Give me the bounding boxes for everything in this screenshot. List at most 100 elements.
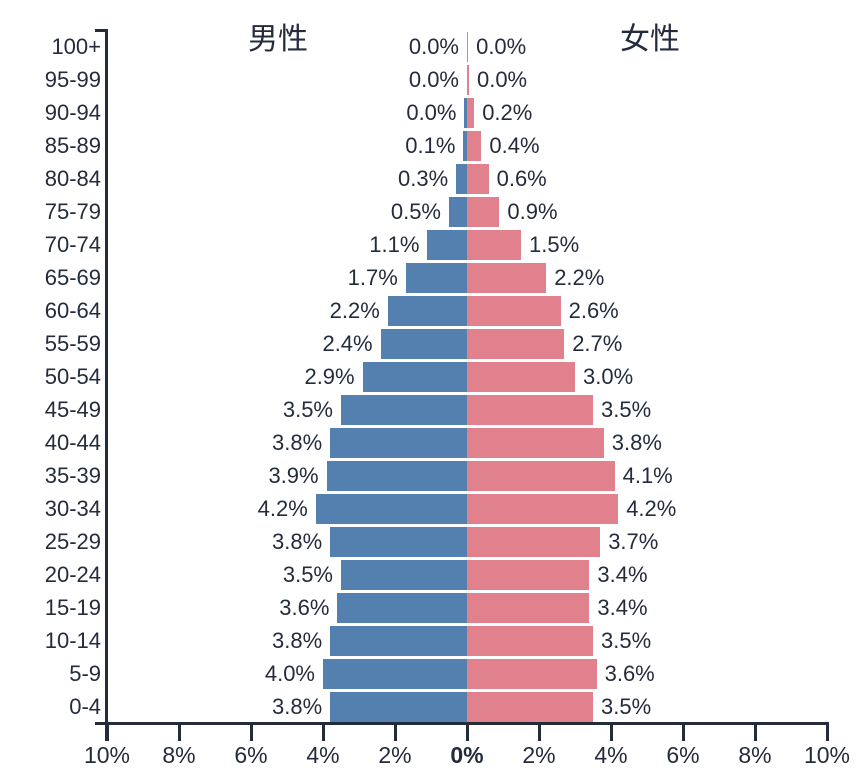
age-group-label: 35-39	[44, 462, 101, 488]
x-axis-tick-label: 2%	[378, 742, 412, 768]
female-value-label: 4.1%	[622, 462, 673, 488]
female-value-label: 3.5%	[601, 693, 652, 719]
female-bar	[467, 427, 604, 458]
female-bar	[467, 64, 469, 95]
female-value-label: 3.6%	[604, 660, 655, 686]
age-group-label: 25-29	[44, 528, 101, 554]
x-axis-tick	[825, 721, 829, 741]
female-value-label: 2.2%	[554, 264, 605, 290]
male-value-label: 0.0%	[406, 99, 457, 125]
age-group-label: 55-59	[44, 330, 101, 356]
age-group-label: 40-44	[44, 429, 101, 455]
male-value-label: 0.0%	[408, 66, 459, 92]
x-axis-tick-label: 0%	[450, 742, 484, 768]
male-bar	[405, 262, 467, 293]
male-value-label: 2.4%	[322, 330, 373, 356]
male-value-label: 0.0%	[408, 33, 459, 59]
x-axis-tick-label: 8%	[162, 742, 196, 768]
male-bar	[341, 394, 467, 425]
female-bar	[467, 658, 597, 689]
male-bar	[330, 526, 467, 557]
age-group-label: 10-14	[44, 627, 101, 653]
male-value-label: 3.8%	[272, 429, 323, 455]
male-bar	[341, 559, 467, 590]
male-bar	[427, 229, 467, 260]
female-bar	[467, 31, 469, 62]
female-bar	[467, 394, 593, 425]
male-bar	[387, 295, 467, 326]
male-value-label: 0.3%	[398, 165, 449, 191]
x-axis-tick-label: 6%	[234, 742, 268, 768]
age-group-label: 50-54	[44, 363, 101, 389]
age-group-label: 20-24	[44, 561, 101, 587]
female-value-label: 2.6%	[568, 297, 619, 323]
age-group-label: 70-74	[44, 231, 101, 257]
female-bar	[467, 229, 521, 260]
male-value-label: 4.2%	[257, 495, 308, 521]
female-value-label: 3.8%	[611, 429, 662, 455]
female-title: 女性	[620, 23, 680, 56]
male-value-label: 1.7%	[347, 264, 398, 290]
x-axis-tick-label: 10%	[83, 742, 131, 768]
x-axis-tick	[393, 721, 397, 741]
age-group-label: 65-69	[44, 264, 101, 290]
male-value-label: 3.5%	[282, 396, 333, 422]
x-axis-tick-label: 8%	[738, 742, 772, 768]
age-group-label: 75-79	[44, 198, 101, 224]
male-value-label: 2.2%	[329, 297, 380, 323]
x-axis-tick	[753, 721, 757, 741]
female-bar	[467, 196, 500, 227]
male-bar	[330, 625, 467, 656]
male-bar	[330, 691, 467, 722]
age-group-label: 80-84	[44, 165, 101, 191]
female-value-label: 0.0%	[476, 66, 528, 92]
x-axis-tick-label: 6%	[666, 742, 700, 768]
x-axis-tick-label: 4%	[306, 742, 340, 768]
male-bar	[362, 361, 467, 392]
female-value-label: 4.2%	[626, 495, 677, 521]
x-axis-tick	[537, 721, 541, 741]
age-group-label: 90-94	[44, 99, 101, 125]
female-value-label: 3.4%	[597, 594, 648, 620]
x-axis-tick	[249, 721, 253, 741]
age-group-label: 5-9	[69, 660, 101, 686]
female-bar	[467, 361, 575, 392]
x-axis-tick-label: 2%	[522, 742, 556, 768]
female-value-label: 3.5%	[601, 396, 652, 422]
female-bar	[467, 625, 593, 656]
age-group-label: 45-49	[44, 396, 101, 422]
female-bar	[467, 493, 619, 524]
female-value-label: 0.2%	[482, 99, 533, 125]
male-value-label: 1.1%	[369, 231, 420, 257]
female-bar	[467, 130, 482, 161]
age-group-label: 60-64	[44, 297, 101, 323]
male-bar	[323, 658, 467, 689]
female-value-label: 1.5%	[529, 231, 580, 257]
x-axis-tick	[177, 721, 181, 741]
x-axis-line	[95, 721, 829, 725]
female-value-label: 3.0%	[583, 363, 634, 389]
male-value-label: 3.8%	[272, 528, 323, 554]
y-axis-top-cap	[95, 28, 108, 32]
male-value-label: 0.1%	[405, 132, 456, 158]
x-axis-tick	[105, 721, 109, 741]
female-bar	[467, 460, 615, 491]
male-title: 男性	[248, 23, 308, 56]
age-group-label: 100+	[51, 33, 101, 59]
female-bar	[467, 328, 565, 359]
x-axis-tick	[681, 721, 685, 741]
female-value-label: 0.4%	[489, 132, 540, 158]
x-axis-tick-label: 10%	[803, 742, 851, 768]
x-axis-tick-label: 4%	[594, 742, 628, 768]
female-bar	[467, 691, 593, 722]
male-bar	[380, 328, 467, 359]
male-bar	[326, 460, 467, 491]
female-bar	[467, 592, 590, 623]
age-group-label: 0-4	[69, 693, 101, 719]
x-axis-tick	[321, 721, 325, 741]
male-bar	[330, 427, 467, 458]
female-value-label: 0.0%	[476, 33, 527, 59]
male-bar	[464, 97, 467, 128]
age-group-label: 30-34	[44, 495, 101, 521]
